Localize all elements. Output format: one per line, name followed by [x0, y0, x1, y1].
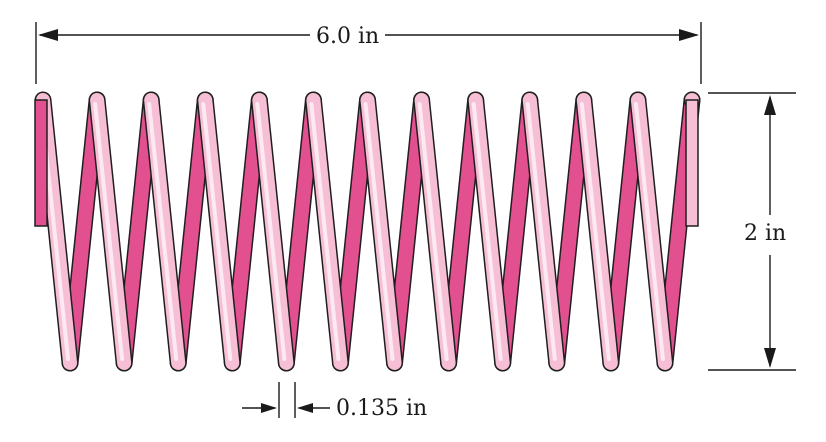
coil-highlight: [579, 102, 611, 361]
coil-highlight: [363, 102, 395, 361]
diameter-arrow-top: [764, 95, 776, 115]
coil-highlight: [633, 102, 665, 361]
spring-end-tab-right: [685, 99, 699, 227]
coil-back-wire: [441, 93, 483, 370]
coil-back-wire: [117, 93, 159, 370]
spring-end-tabs: [34, 99, 699, 227]
coil-highlight: [525, 102, 557, 361]
coil-highlight: [147, 102, 179, 361]
spring-front-coils: [34, 91, 701, 372]
coil-back-wire: [549, 93, 591, 370]
wire-arrow-right: [297, 403, 313, 413]
coil-highlight: [309, 102, 341, 361]
coil-back-wire: [279, 93, 321, 370]
coil-highlight: [255, 102, 287, 361]
coil-back-wire: [495, 93, 537, 370]
coil-highlight: [417, 102, 449, 361]
diameter-dimension: [708, 92, 796, 371]
wire-arrow-left: [261, 403, 277, 413]
coil-back-wire: [387, 93, 429, 370]
wire-dimension: [242, 382, 330, 418]
coil-back-wire: [333, 93, 375, 370]
coil-highlight: [93, 102, 125, 361]
spring-end-tab-left: [34, 99, 48, 227]
coil-back-wire: [603, 93, 645, 370]
diameter-arrow-bottom: [764, 348, 776, 368]
length-arrow-right: [679, 29, 699, 41]
coil-back-wire: [171, 93, 213, 370]
coil-back-wire: [63, 93, 105, 370]
coil-back-wire: [225, 93, 267, 370]
coil-highlight: [471, 102, 503, 361]
length-arrow-left: [38, 29, 58, 41]
coil-highlight: [201, 102, 233, 361]
wire-diameter-label: 0.135 in: [336, 396, 428, 421]
length-label: 6.0 in: [310, 26, 386, 48]
diameter-label: 2 in: [744, 221, 787, 247]
